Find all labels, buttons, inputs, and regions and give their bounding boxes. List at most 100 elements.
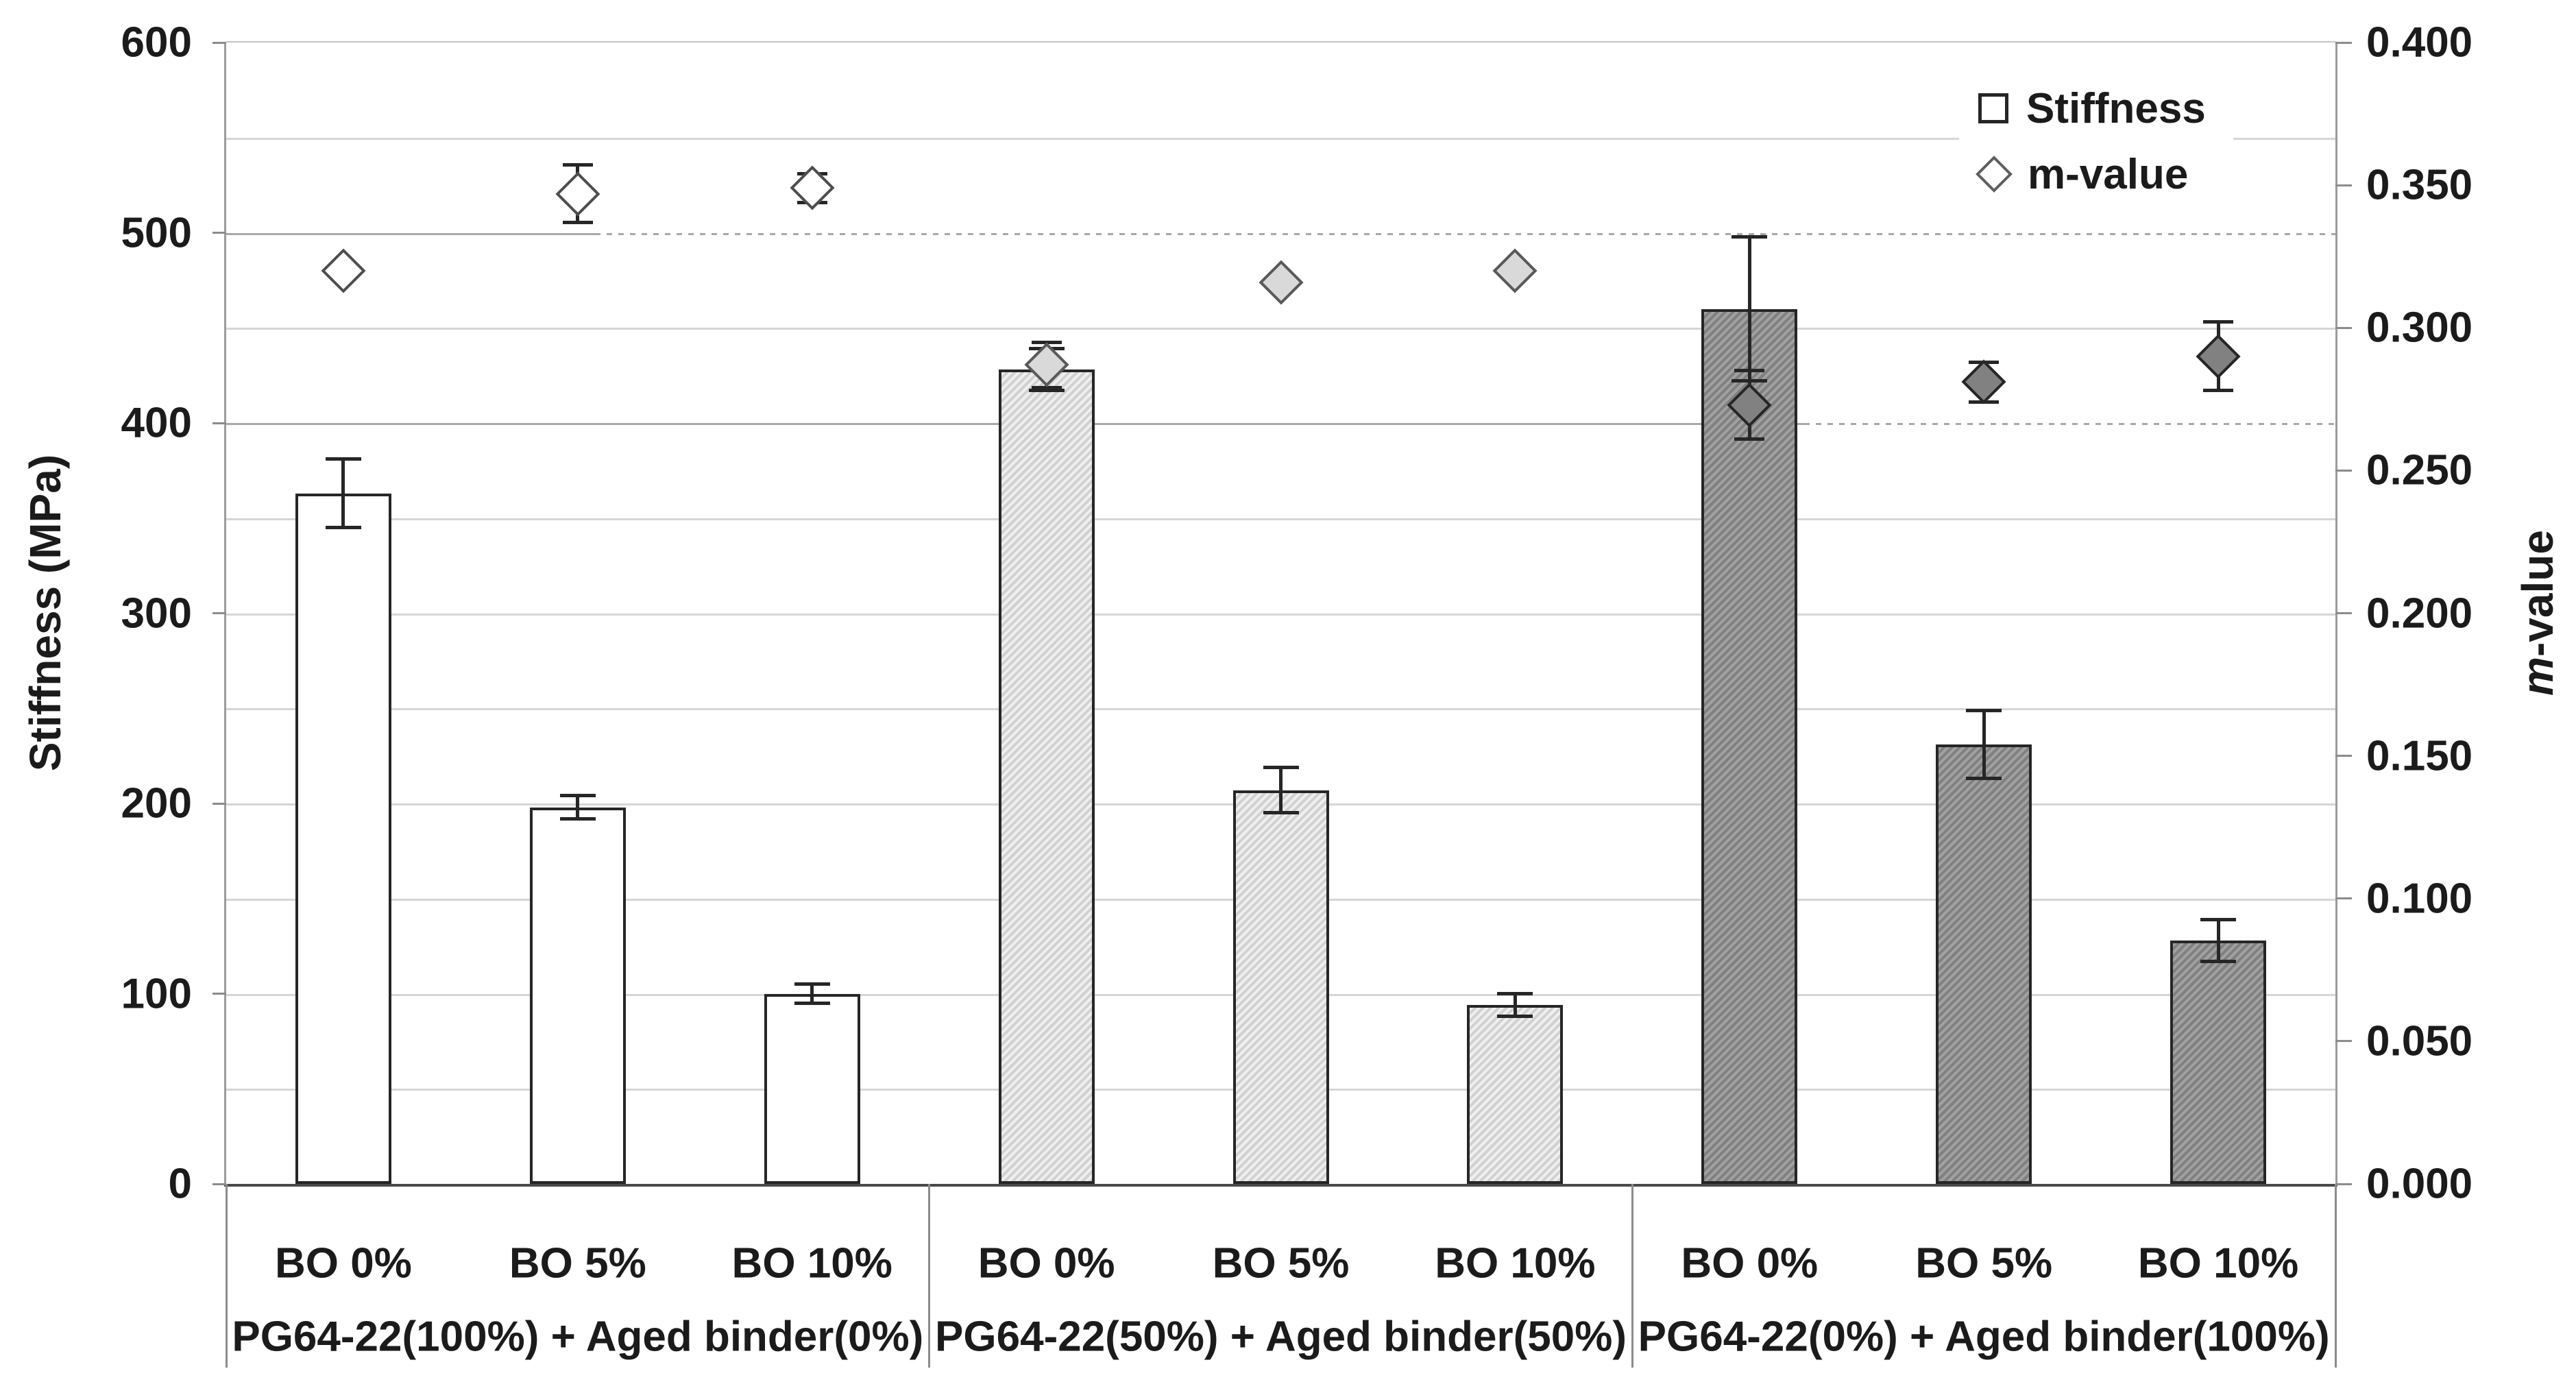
right-axis-tick-label: 0.350 xyxy=(2366,161,2473,209)
category-label: BO 10% xyxy=(731,1239,892,1287)
error-bar-cap xyxy=(1734,369,1765,373)
stiffness-bar xyxy=(1232,790,1329,1184)
legend-label-stiffness: Stiffness xyxy=(2026,84,2206,132)
stiffness-bar xyxy=(764,993,860,1184)
category-label: BO 0% xyxy=(1681,1239,1819,1287)
stiffness-bar xyxy=(529,807,626,1184)
gridline-solid-segment xyxy=(226,232,596,235)
group-label: PG64-22(0%) + Aged binder(100%) xyxy=(1638,1313,2330,1361)
right-axis-title-rest: -value xyxy=(2513,530,2562,657)
error-bar-cap xyxy=(1031,386,1062,390)
left-axis-tick-label: 200 xyxy=(121,779,192,827)
gridline xyxy=(226,613,2335,616)
category-label: BO 0% xyxy=(977,1239,1115,1287)
error-bar-cap xyxy=(1031,340,1062,344)
error-bar-cap xyxy=(1497,1015,1533,1019)
right-axis-tick-label: 0.050 xyxy=(2366,1017,2473,1065)
gridline xyxy=(226,328,2335,330)
category-label: BO 5% xyxy=(509,1239,646,1287)
right-axis-tick xyxy=(2335,612,2352,614)
left-axis-tick xyxy=(212,41,226,44)
stiffness-bar xyxy=(998,369,1095,1184)
legend-label-mvalue: m-value xyxy=(2028,150,2189,198)
stiffness-bar xyxy=(1467,1005,1564,1184)
category-group-separator xyxy=(225,1184,228,1368)
error-bar-cap xyxy=(794,982,830,986)
error-bar-cap xyxy=(1497,992,1533,995)
category-label: BO 5% xyxy=(1212,1239,1350,1287)
left-axis-tick xyxy=(212,232,226,234)
left-axis-title: Stiffness (MPa) xyxy=(20,454,71,771)
left-axis-tick-label: 400 xyxy=(121,399,192,447)
right-axis-tick-label: 0.300 xyxy=(2366,304,2473,352)
left-axis-tick xyxy=(212,993,226,995)
error-bar-cap xyxy=(1731,234,1768,239)
right-axis-tick xyxy=(2335,897,2352,900)
error-bar-cap xyxy=(1966,708,2002,712)
m-value-marker xyxy=(555,171,600,217)
error-bar-cap xyxy=(794,1001,830,1005)
category-label: BO 10% xyxy=(2137,1239,2299,1287)
right-axis-tick-label: 0.150 xyxy=(2366,732,2473,780)
gridline-dotted-segment xyxy=(595,232,2335,235)
left-axis-tick xyxy=(212,612,226,614)
error-bar-cap xyxy=(1734,437,1765,441)
stiffness-bar xyxy=(1701,308,1798,1184)
right-axis-tick xyxy=(2335,755,2352,757)
left-axis-tick-label: 300 xyxy=(121,590,192,637)
right-axis-tick xyxy=(2335,326,2352,329)
category-group-separator xyxy=(2334,1184,2337,1368)
stiffness-square-icon xyxy=(1978,93,2008,123)
m-value-marker xyxy=(1492,248,1538,293)
right-axis-title: m-value xyxy=(2512,530,2563,696)
m-value-marker xyxy=(2196,334,2241,379)
right-axis-tick-label: 0.100 xyxy=(2366,875,2473,923)
x-axis-line xyxy=(224,1184,2337,1187)
error-bar-cap xyxy=(2203,320,2234,324)
plot-top-border xyxy=(226,41,2335,43)
error-bar-cap xyxy=(2203,389,2234,393)
category-group-separator xyxy=(928,1184,931,1368)
left-axis-title-text: Stiffness (MPa) xyxy=(21,454,70,772)
left-axis-tick-label: 100 xyxy=(121,970,192,1017)
category-label: BO 10% xyxy=(1435,1239,1596,1287)
legend: Stiffness m-value xyxy=(1959,63,2233,219)
right-axis-tick xyxy=(2335,1183,2352,1185)
left-axis-tick xyxy=(212,802,226,805)
error-bar-cap xyxy=(1966,777,2002,781)
stiffness-error-bar xyxy=(1982,710,1986,779)
stiffness-bar xyxy=(2170,940,2267,1184)
stiffness-error-bar xyxy=(576,795,580,819)
group-label: PG64-22(100%) + Aged binder(0%) xyxy=(232,1313,924,1361)
gridline xyxy=(226,518,2335,520)
left-axis-tick xyxy=(212,422,226,424)
plot-area xyxy=(224,41,2337,1187)
right-axis-tick xyxy=(2335,41,2352,44)
stiffness-error-bar xyxy=(341,459,345,528)
category-label: BO 5% xyxy=(1915,1239,2053,1287)
error-bar-cap xyxy=(2200,917,2237,921)
left-axis-tick-label: 500 xyxy=(121,209,192,256)
error-bar-cap xyxy=(559,816,596,821)
gridline xyxy=(226,137,2335,140)
right-axis-tick-label: 0.400 xyxy=(2366,19,2473,66)
stiffness-error-bar xyxy=(810,984,814,1004)
right-axis-tick xyxy=(2335,184,2352,186)
m-value-marker xyxy=(1258,260,1304,305)
m-value-diamond-icon xyxy=(1976,156,2013,193)
m-value-marker xyxy=(1961,359,2006,404)
stiffness-error-bar xyxy=(1279,767,1283,813)
right-axis-tick xyxy=(2335,1040,2352,1043)
stiffness-bar xyxy=(295,493,391,1184)
group-label: PG64-22(50%) + Aged binder(50%) xyxy=(935,1313,1627,1361)
right-axis-tick-label: 0.000 xyxy=(2366,1160,2473,1208)
category-group-separator xyxy=(1631,1184,1633,1368)
gridline-dotted-segment xyxy=(1803,423,2335,425)
error-bar-cap xyxy=(562,163,593,167)
right-axis-tick xyxy=(2335,469,2352,472)
error-bar-cap xyxy=(562,220,593,224)
m-value-marker xyxy=(321,248,366,293)
right-axis-title-italic-part: m xyxy=(2513,657,2562,696)
left-axis-tick xyxy=(212,1183,226,1185)
category-label: BO 0% xyxy=(275,1239,412,1287)
